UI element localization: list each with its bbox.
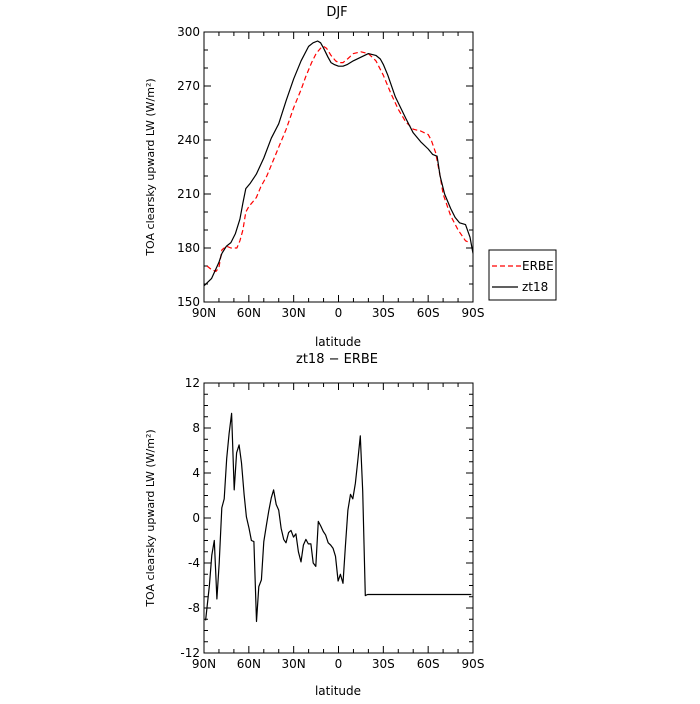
panel1-x-tick-labels: 90N 60N 30N 0 30S 60S 90S xyxy=(192,306,485,320)
legend: ERBE zt18 xyxy=(488,249,557,301)
y-tick-label: -8 xyxy=(188,601,200,615)
panel2-y-tick-labels: -12 -8 -4 0 4 8 12 xyxy=(180,376,200,660)
x-tick-label: 30S xyxy=(372,306,395,320)
x-tick-label: 60S xyxy=(417,306,440,320)
y-tick-label: 180 xyxy=(177,241,200,255)
panel2-x-tick-labels: 90N 60N 30N 0 30S 60S 90S xyxy=(192,657,485,671)
series-line-erbe xyxy=(206,45,471,272)
y-tick-label: 210 xyxy=(177,187,200,201)
panel1-series xyxy=(203,40,474,287)
legend-label-zt18: zt18 xyxy=(522,280,548,294)
x-tick-label: 0 xyxy=(335,657,343,671)
y-tick-label: 270 xyxy=(177,79,200,93)
panel1-frame xyxy=(203,31,474,303)
y-tick-label: 8 xyxy=(192,421,200,435)
x-tick-label: 30S xyxy=(372,657,395,671)
y-tick-label: -4 xyxy=(188,556,200,570)
y-tick-label: 240 xyxy=(177,133,200,147)
panel-djf: DJF 90N 60N 30N 0 30S 60S 90S 150 180 210 240 270 3… xyxy=(144,5,557,349)
legend-box xyxy=(488,249,557,301)
panel2-ticks xyxy=(203,382,474,654)
y-tick-label: 300 xyxy=(177,25,200,39)
panel1-y-tick-labels: 150 180 210 240 270 300 xyxy=(177,25,200,309)
y-tick-label: 0 xyxy=(192,511,200,525)
x-tick-label: 30N xyxy=(282,306,306,320)
y-tick-label: -12 xyxy=(180,646,200,660)
panel2-ylabel: TOA clearsky upward LW (W/m²) xyxy=(144,429,157,607)
y-tick-label: 12 xyxy=(185,376,200,390)
y-tick-label: 150 xyxy=(177,295,200,309)
x-tick-label: 30N xyxy=(282,657,306,671)
panel-difference: zt18 − ERBE 90N 60N 30N 0 30S 60S 90S -12 -8 -4 0… xyxy=(144,352,484,698)
series-line-zt18 xyxy=(203,40,474,287)
x-tick-label: 60S xyxy=(417,657,440,671)
y-tick-label: 4 xyxy=(192,466,200,480)
panel1-ticks xyxy=(203,31,474,303)
panel2-series xyxy=(205,412,472,623)
panel2-title: zt18 − ERBE xyxy=(296,352,378,367)
x-tick-label: 90N xyxy=(192,657,216,671)
x-tick-label: 60N xyxy=(237,306,261,320)
x-tick-label: 90S xyxy=(462,306,485,320)
x-tick-label: 90S xyxy=(462,657,485,671)
legend-label-erbe: ERBE xyxy=(522,259,554,273)
x-tick-label: 60N xyxy=(237,657,261,671)
panel2-frame xyxy=(203,382,474,654)
panel1-title: DJF xyxy=(326,5,347,20)
panel2-xlabel: latitude xyxy=(315,684,361,698)
x-tick-label: 0 xyxy=(335,306,343,320)
x-tick-label: 90N xyxy=(192,306,216,320)
panel1-xlabel: latitude xyxy=(315,335,361,349)
series-line-difference xyxy=(205,412,472,623)
panel1-ylabel: TOA clearsky upward LW (W/m²) xyxy=(144,78,157,256)
